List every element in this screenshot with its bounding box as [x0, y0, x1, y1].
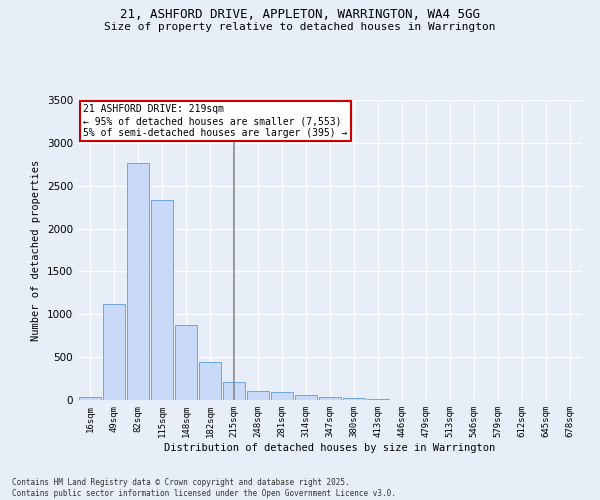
Bar — [199, 362, 221, 400]
Y-axis label: Number of detached properties: Number of detached properties — [31, 160, 41, 340]
Bar — [79, 396, 101, 400]
Bar — [247, 390, 269, 400]
X-axis label: Distribution of detached houses by size in Warrington: Distribution of detached houses by size … — [164, 442, 496, 452]
Bar — [175, 324, 197, 400]
Bar — [127, 164, 149, 400]
Bar — [103, 304, 125, 400]
Bar — [367, 398, 389, 400]
Text: 21, ASHFORD DRIVE, APPLETON, WARRINGTON, WA4 5GG: 21, ASHFORD DRIVE, APPLETON, WARRINGTON,… — [120, 8, 480, 20]
Bar — [295, 395, 317, 400]
Bar — [271, 392, 293, 400]
Bar — [319, 397, 341, 400]
Text: 21 ASHFORD DRIVE: 219sqm
← 95% of detached houses are smaller (7,553)
5% of semi: 21 ASHFORD DRIVE: 219sqm ← 95% of detach… — [83, 104, 347, 138]
Bar — [223, 382, 245, 400]
Text: Size of property relative to detached houses in Warrington: Size of property relative to detached ho… — [104, 22, 496, 32]
Bar — [151, 200, 173, 400]
Text: Contains HM Land Registry data © Crown copyright and database right 2025.
Contai: Contains HM Land Registry data © Crown c… — [12, 478, 396, 498]
Bar — [343, 398, 365, 400]
